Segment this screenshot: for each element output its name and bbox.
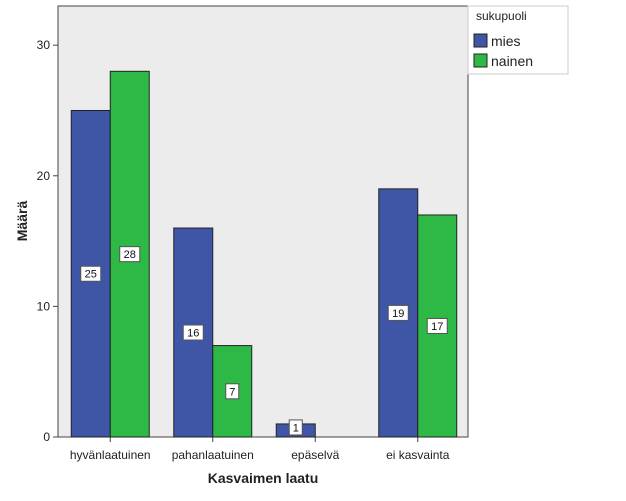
y-tick-label: 30 [37,38,51,52]
y-tick-label: 10 [37,299,51,313]
x-tick-label: ei kasvainta [386,448,450,462]
x-axis-title: Kasvaimen laatu [208,470,319,486]
data-label-box [288,419,303,436]
data-label-box [387,304,409,321]
legend-swatch-mies [473,33,488,48]
x-tick-label: hyvänlaatuinen [70,448,151,462]
data-labels: 25 28 16 7 1 19 17 [80,246,448,436]
data-label-box [426,317,448,334]
legend: sukupuoli mies nainen [467,5,569,75]
data-label-text: 28 [124,249,136,261]
legend-swatch-nainen [473,53,488,68]
data-label-mies-3: 19 [387,304,409,321]
data-label-nainen-0: 28 [119,246,141,263]
y-tick-label: 20 [37,169,51,183]
legend-label-nainen: nainen [491,53,533,69]
legend-label-mies: mies [491,33,521,49]
data-label-text: 25 [85,269,97,281]
data-label-mies-2: 1 [288,419,303,436]
data-label-text: 1 [293,422,299,434]
data-label-box [80,265,102,282]
data-label-mies-1: 16 [182,324,204,341]
x-tick-label: epäselvä [291,448,339,462]
data-label-nainen-1: 7 [225,383,240,400]
bar-mies-3 [378,188,419,438]
y-axis: 0 10 20 30 [37,38,58,444]
y-tick-label: 0 [43,430,50,444]
data-label-mies-0: 25 [80,265,102,282]
x-tick-label: pahanlaatuinen [172,448,254,462]
data-label-text: 16 [187,328,199,340]
data-label-box [182,324,204,341]
y-axis-title: Määrä [14,201,30,242]
bar-nainen-3 [417,214,458,438]
data-label-text: 17 [431,321,443,333]
data-label-text: 7 [229,386,235,398]
x-axis: hyvänlaatuinen pahanlaatuinen epäselvä ei k… [70,437,450,462]
data-label-text: 19 [392,308,404,320]
data-label-box [119,246,141,263]
data-label-nainen-3: 17 [426,317,448,334]
data-label-box [225,383,240,400]
legend-title: sukupuoli [476,9,527,23]
